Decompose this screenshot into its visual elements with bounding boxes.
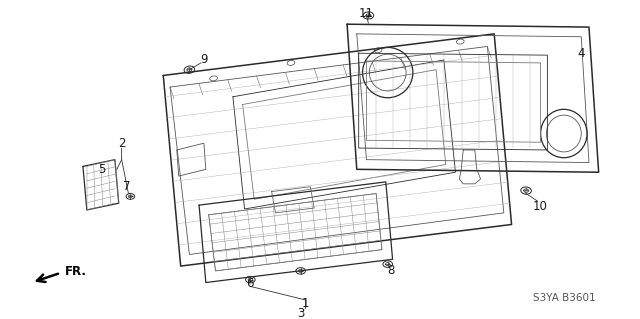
Text: 5: 5 [99,163,106,176]
Text: FR.: FR. [65,265,86,278]
Text: 11: 11 [359,7,374,20]
Text: 4: 4 [577,47,585,60]
Text: 3: 3 [297,307,305,319]
Text: 9: 9 [200,54,207,66]
Text: 2: 2 [118,137,125,150]
Text: 8: 8 [387,264,394,278]
Text: 7: 7 [123,180,130,193]
Text: 6: 6 [246,277,254,290]
Text: 10: 10 [533,200,548,212]
Text: S3YA B3601: S3YA B3601 [532,293,595,303]
Text: 1: 1 [301,297,309,310]
